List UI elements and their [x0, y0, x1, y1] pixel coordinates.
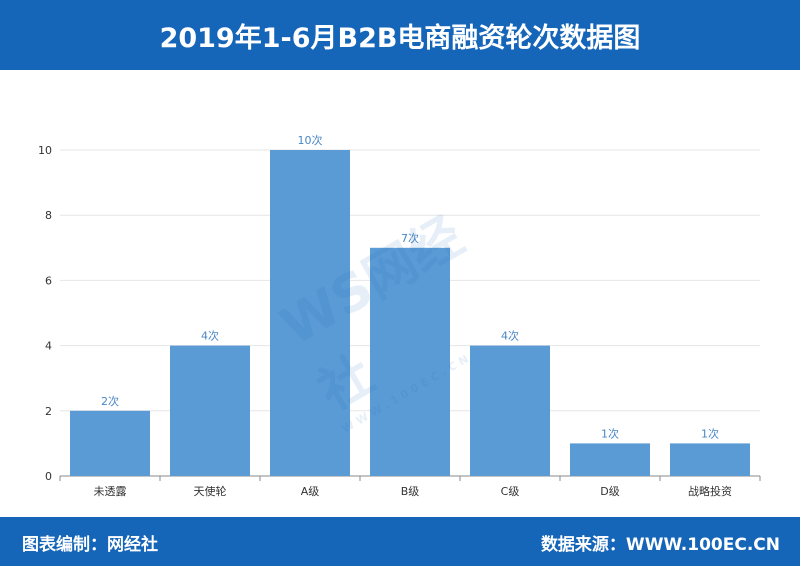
footer-credit: 图表编制：网经社 [22, 535, 158, 555]
x-tick-label: C级 [501, 485, 520, 498]
bar [370, 247, 450, 476]
y-tick-label: 8 [45, 209, 52, 222]
bar [570, 443, 650, 476]
y-tick-label: 2 [45, 405, 52, 418]
y-tick-label: 10 [38, 144, 52, 157]
bar [170, 345, 250, 476]
x-tick-label: D级 [600, 485, 619, 498]
y-tick-label: 4 [45, 340, 52, 353]
data-label: 1次 [601, 426, 619, 440]
page-title: 2019年1-6月B2B电商融资轮次数据图 [159, 22, 641, 54]
chart-title-banner: 2019年1-6月B2B电商融资轮次数据图 [0, 0, 800, 70]
footer-banner: 图表编制：网经社 数据来源：WWW.100EC.CN [0, 517, 800, 566]
bar [670, 443, 750, 476]
data-label: 1次 [701, 426, 719, 440]
x-tick-label: 未透露 [94, 485, 127, 498]
bar [470, 345, 550, 476]
bar [270, 150, 350, 476]
data-label: 2次 [101, 394, 119, 408]
bar [70, 410, 150, 476]
data-label: 4次 [201, 329, 219, 343]
x-tick-label: B级 [401, 485, 420, 498]
x-tick-label: A级 [301, 485, 320, 498]
footer-source: 数据来源：WWW.100EC.CN [540, 535, 780, 555]
bar-chart: 0 2 4 6 8 10 2次未透露 4次天使轮 10次 A级 7次 B级 4次 C级 1次 D级 1次战略投资 [0, 70, 800, 517]
x-tick-label: 天使轮 [194, 484, 227, 498]
x-tick-label: 战略投资 [688, 484, 732, 498]
y-tick-label: 6 [45, 274, 52, 287]
data-label: 4次 [501, 329, 519, 343]
data-label: 7次 [401, 231, 419, 245]
data-label: 10次 [298, 133, 323, 147]
y-tick-label: 0 [45, 470, 52, 483]
